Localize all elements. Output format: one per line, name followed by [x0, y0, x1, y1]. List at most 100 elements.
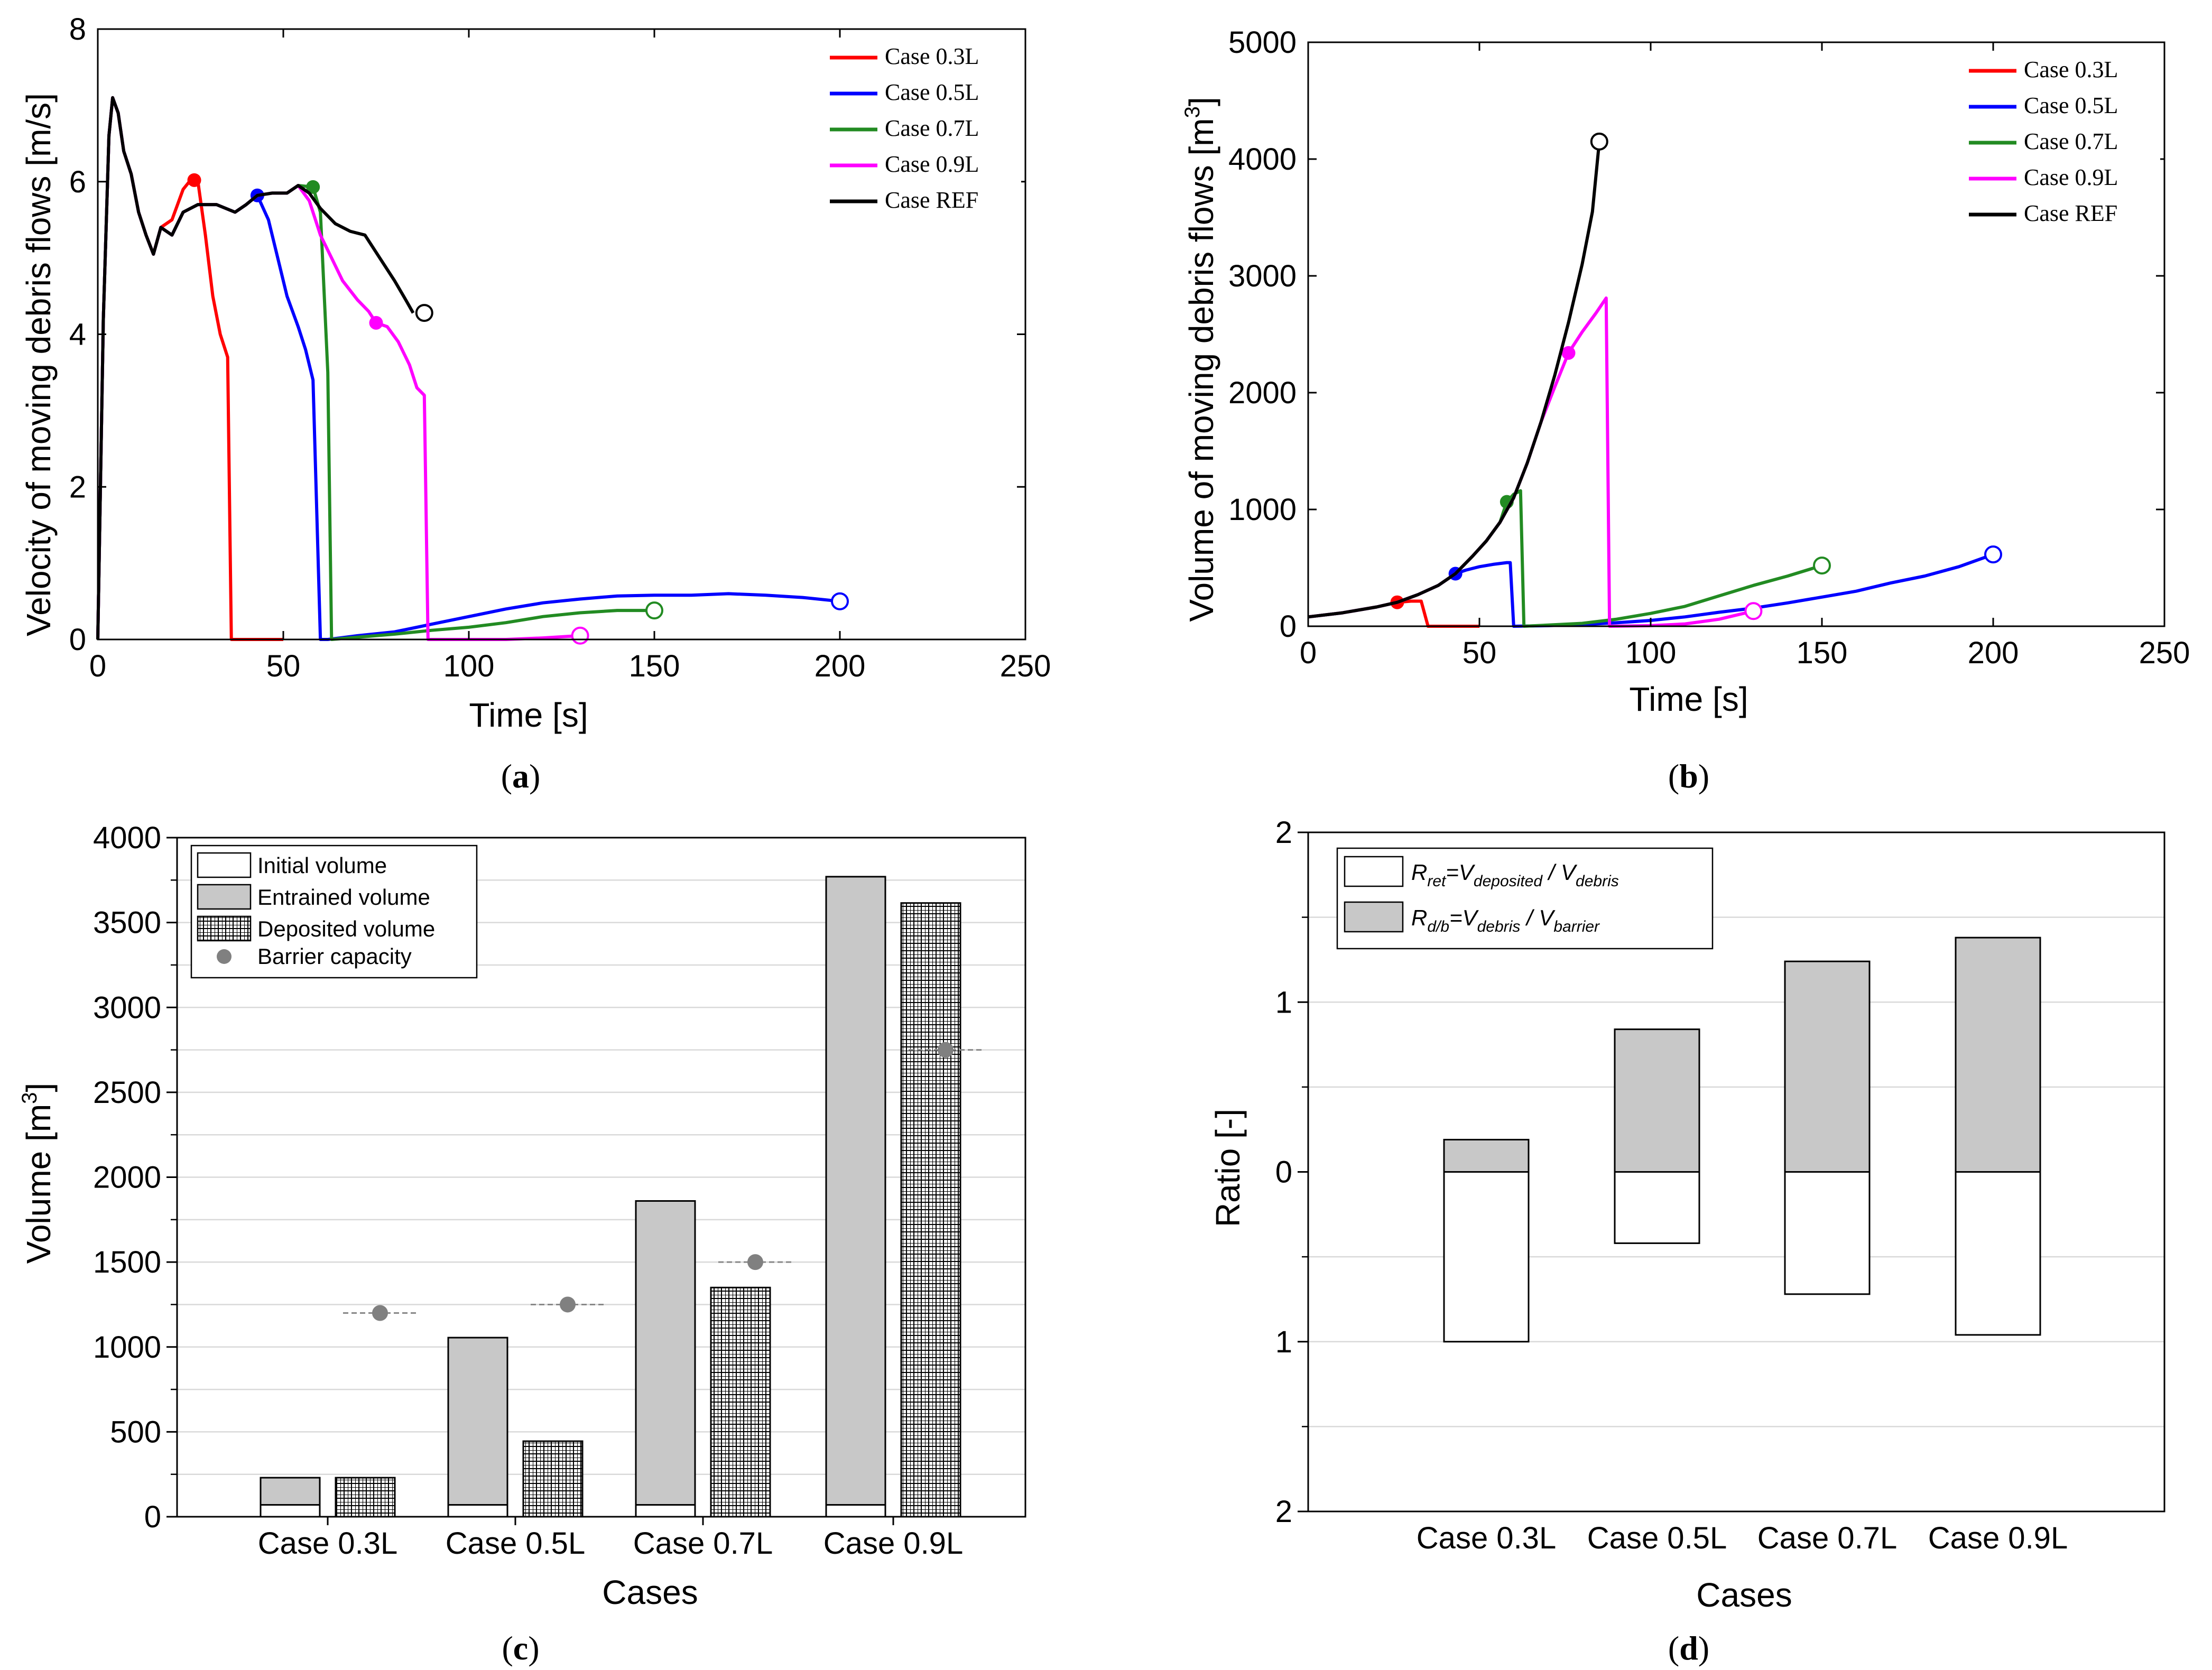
a-xtick-label: 150: [629, 649, 680, 683]
b-legend: Case 0.3L Case 0.5L Case 0.7L Case 0.9L Case…: [1959, 52, 2160, 244]
c-legend-label-barrier-capacity: Barrier capacity: [257, 944, 412, 969]
a-series-line-case-0-9l: [96, 96, 580, 641]
c-category-label: Case 0.3L: [258, 1526, 397, 1561]
c-ytick-label: 3000: [93, 990, 161, 1025]
c-ytick-label: 3500: [93, 906, 161, 940]
b-legend-label-case-0-5l: Case 0.5L: [2024, 92, 2118, 118]
d-legend-part: =V: [1446, 860, 1476, 885]
c-bars-group: [260, 876, 983, 1518]
c-ytick-label: 1000: [93, 1330, 161, 1365]
d-bar-rret-case-0-3l: [1443, 1171, 1530, 1343]
d-legend-part: =V: [1449, 905, 1479, 930]
a-end-marker-case-0-7l: [645, 601, 663, 620]
d-legend-part: barrier: [1553, 918, 1600, 935]
c-bar-deposited-case-0-5l: [522, 1440, 584, 1518]
c-legend-label-initial-volume: Initial volume: [257, 853, 387, 878]
c-legend-swatch-entrained-volume: [197, 884, 252, 910]
a-xtick-label: 250: [1000, 649, 1051, 683]
d-panel-label: (d): [1668, 1629, 1709, 1667]
b-series-line-case-0-9l: [1308, 296, 1754, 628]
a-ytick-label: 4: [69, 318, 86, 352]
b-end-marker-case-0-9l: [1744, 602, 1763, 620]
b-xtick-label: 200: [1968, 636, 2019, 670]
b-legend-label-case-ref: Case REF: [2024, 200, 2117, 226]
d-bar-rdb-case-0-7l: [1784, 960, 1871, 1173]
d-bar-rdb-case-0-5l: [1614, 1028, 1700, 1173]
c-ytick-label: 2000: [93, 1161, 161, 1195]
b-xlabel: Time [s]: [1629, 680, 1748, 718]
b-ytick-label: 0: [1280, 609, 1297, 644]
d-legend-part: ret: [1427, 873, 1447, 890]
a-ytick-label: 6: [69, 165, 86, 199]
d-ytick-label: 2: [1275, 815, 1292, 850]
a-xtick-label: 0: [89, 649, 106, 683]
d-xlabel: Cases: [1696, 1576, 1792, 1614]
c-bar-entrained-case-0-9l: [825, 876, 886, 1518]
a-series-group: [96, 96, 849, 645]
c-legend-label-deposited-volume: Deposited volume: [257, 916, 435, 941]
a-xtick-label: 100: [443, 649, 495, 683]
c-panel-label: (c): [502, 1629, 539, 1667]
d-ytick-label: 1: [1275, 1325, 1292, 1359]
b-ytick-label: 2000: [1228, 376, 1297, 410]
panel-d: Case 0.3L Case 0.5L Case 0.7L Case 0.9L 2 1 0 1…: [1209, 815, 2165, 1667]
d-legend-swatch-1: [1344, 901, 1404, 933]
c-bar-initial-case-0-9l: [825, 1504, 886, 1518]
a-xtick-label: 200: [815, 649, 866, 683]
b-series-line-case-0-5l: [1308, 553, 1994, 628]
c-capacity-point-case-0-9l: [938, 1042, 954, 1058]
c-category-label: Case 0.5L: [446, 1526, 585, 1561]
a-legend: Case 0.3L Case 0.5L Case 0.7L Case 0.9L Case…: [820, 39, 1021, 231]
b-xtick-label: 150: [1797, 636, 1848, 670]
a-legend-box: [820, 39, 1021, 231]
b-xtick-label: 100: [1625, 636, 1677, 670]
d-category-label: Case 0.9L: [1928, 1521, 2068, 1555]
c-capacity-point-case-0-3l: [372, 1305, 388, 1321]
c-xlabel: Cases: [602, 1573, 698, 1611]
b-end-marker-case-ref: [1590, 132, 1608, 151]
b-series-group: [1308, 132, 2002, 628]
c-legend-swatch-deposited-volume: [197, 915, 252, 942]
c-legend-swatch-barrier-capacity: [217, 949, 232, 964]
c-ytick-label: 2500: [93, 1075, 161, 1110]
c-bar-initial-case-0-5l: [447, 1504, 508, 1518]
d-ytick-label: 2: [1275, 1495, 1292, 1529]
c-ytick-label: 500: [110, 1415, 161, 1449]
d-category-label: Case 0.3L: [1417, 1521, 1556, 1555]
a-marker-case-0-7l: [306, 180, 320, 194]
d-legend-swatch-0: [1344, 856, 1404, 887]
a-end-marker-case-ref: [415, 304, 433, 322]
b-legend-label-case-0-7l: Case 0.7L: [2024, 128, 2118, 154]
c-ytick-label: 1500: [93, 1245, 161, 1279]
c-category-label: Case 0.9L: [823, 1526, 963, 1561]
d-bar-rret-case-0-9l: [1955, 1171, 2041, 1336]
c-bar-deposited-case-0-7l: [710, 1286, 771, 1518]
c-bar-entrained-case-0-7l: [635, 1200, 696, 1518]
b-panel-label: (b): [1668, 757, 1709, 795]
a-xtick-label: 50: [266, 649, 301, 683]
d-bar-rret-case-0-7l: [1784, 1171, 1871, 1295]
d-bar-rret-case-0-5l: [1614, 1171, 1700, 1244]
c-ytick-label: 4000: [93, 821, 161, 855]
d-ylabel: Ratio [-]: [1209, 1109, 1247, 1227]
c-bar-deposited-case-0-9l: [900, 902, 961, 1518]
a-ytick-label: 2: [69, 470, 86, 504]
d-ytick-label: 1: [1275, 985, 1292, 1019]
d-legend-part: debris: [1576, 873, 1619, 890]
d-category-label: Case 0.7L: [1757, 1521, 1897, 1555]
b-legend-label-case-0-3l: Case 0.3L: [2024, 57, 2118, 82]
c-capacity-point-case-0-7l: [747, 1254, 763, 1270]
c-capacity-point-case-0-5l: [560, 1296, 576, 1313]
d-legend-label-0: Rret=Vdeposited / Vdebris: [1411, 860, 1619, 890]
d-legend-part: R: [1411, 905, 1427, 930]
d-bar-rdb-case-0-3l: [1443, 1138, 1530, 1173]
d-legend-part: / V: [1520, 905, 1556, 930]
b-end-marker-case-0-5l: [1984, 545, 2002, 564]
b-end-marker-case-0-7l: [1813, 556, 1831, 575]
a-xlabel: Time [s]: [469, 696, 588, 734]
d-category-label: Case 0.5L: [1587, 1521, 1727, 1555]
b-ytick-label: 1000: [1228, 493, 1297, 527]
